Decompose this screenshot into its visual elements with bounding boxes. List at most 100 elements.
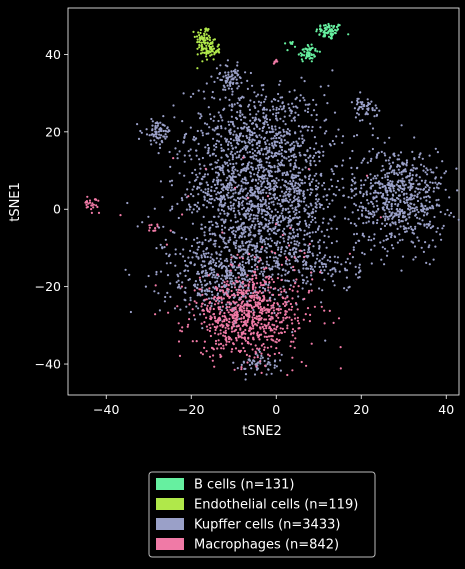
data-point xyxy=(366,98,369,101)
data-point xyxy=(381,206,384,209)
data-point xyxy=(188,303,191,306)
data-point xyxy=(280,278,283,282)
data-point xyxy=(220,282,224,285)
data-point xyxy=(404,183,407,186)
data-point xyxy=(307,167,310,171)
data-point xyxy=(371,210,374,213)
data-point xyxy=(234,268,237,272)
data-point xyxy=(298,137,301,140)
data-point xyxy=(227,264,230,268)
data-point xyxy=(222,173,226,176)
data-point xyxy=(307,205,310,208)
data-point xyxy=(160,139,163,143)
data-point xyxy=(425,223,428,226)
data-point xyxy=(230,338,233,341)
data-point xyxy=(405,218,408,221)
data-point xyxy=(303,197,306,200)
data-point xyxy=(251,116,254,119)
data-point xyxy=(328,202,331,205)
data-point xyxy=(344,269,347,272)
data-point xyxy=(183,259,187,263)
legend-label: Kupffer cells (n=3433) xyxy=(194,518,340,533)
data-point xyxy=(416,236,419,239)
data-point xyxy=(216,321,220,324)
data-point xyxy=(264,223,267,226)
data-point xyxy=(207,28,210,31)
data-point xyxy=(257,335,260,338)
data-point xyxy=(263,270,266,273)
data-point xyxy=(277,169,280,172)
data-point xyxy=(383,263,386,266)
data-point xyxy=(366,161,369,164)
data-point xyxy=(228,296,231,299)
data-point xyxy=(302,318,305,321)
data-point xyxy=(290,110,293,113)
data-point xyxy=(239,115,242,118)
data-point xyxy=(221,197,224,201)
data-point xyxy=(318,33,321,36)
data-point xyxy=(361,119,364,122)
data-point xyxy=(264,198,267,202)
data-point xyxy=(277,223,280,226)
data-point xyxy=(261,262,264,265)
data-point xyxy=(399,225,402,228)
data-point xyxy=(361,107,364,110)
data-point xyxy=(220,143,223,146)
data-point xyxy=(228,129,231,132)
data-point xyxy=(273,251,277,255)
data-point xyxy=(207,297,211,300)
data-point xyxy=(297,269,300,272)
data-point xyxy=(398,208,401,211)
data-point xyxy=(250,278,254,281)
data-point xyxy=(254,291,257,294)
data-point xyxy=(178,172,181,175)
data-point xyxy=(226,176,229,179)
data-point xyxy=(213,215,216,218)
data-point xyxy=(212,178,215,181)
data-point xyxy=(331,273,334,276)
data-point xyxy=(344,217,347,220)
data-point xyxy=(362,103,366,106)
data-point xyxy=(232,192,235,195)
data-point xyxy=(284,300,287,303)
data-point xyxy=(290,112,293,115)
data-point xyxy=(203,198,206,201)
data-point xyxy=(264,324,267,327)
data-point xyxy=(180,285,183,288)
data-point xyxy=(276,240,279,243)
data-point xyxy=(179,252,182,255)
data-point xyxy=(386,191,389,194)
data-point xyxy=(280,353,283,356)
data-point xyxy=(260,149,263,152)
data-point xyxy=(245,353,248,356)
data-point xyxy=(200,283,203,286)
data-point xyxy=(371,202,374,205)
data-point xyxy=(211,276,214,279)
x-tick-label: 20 xyxy=(353,402,369,417)
data-point xyxy=(255,95,258,98)
data-point xyxy=(425,213,428,216)
data-point xyxy=(283,115,286,118)
data-point xyxy=(211,96,214,99)
data-point xyxy=(325,198,328,201)
data-point xyxy=(413,209,416,212)
data-point xyxy=(331,170,334,173)
data-point xyxy=(300,181,303,185)
data-point xyxy=(229,258,233,261)
data-point xyxy=(243,197,246,200)
data-point xyxy=(427,246,430,249)
data-point xyxy=(314,216,317,220)
data-point xyxy=(200,254,203,257)
data-point xyxy=(286,193,289,196)
data-point xyxy=(224,326,227,329)
data-point xyxy=(432,171,435,174)
data-point xyxy=(308,235,311,238)
data-point xyxy=(253,296,256,299)
data-point xyxy=(164,129,167,132)
data-point xyxy=(293,313,296,316)
data-point xyxy=(237,200,240,204)
data-point xyxy=(306,280,309,283)
data-point xyxy=(264,120,267,123)
data-point xyxy=(302,267,305,270)
data-point xyxy=(401,162,404,165)
